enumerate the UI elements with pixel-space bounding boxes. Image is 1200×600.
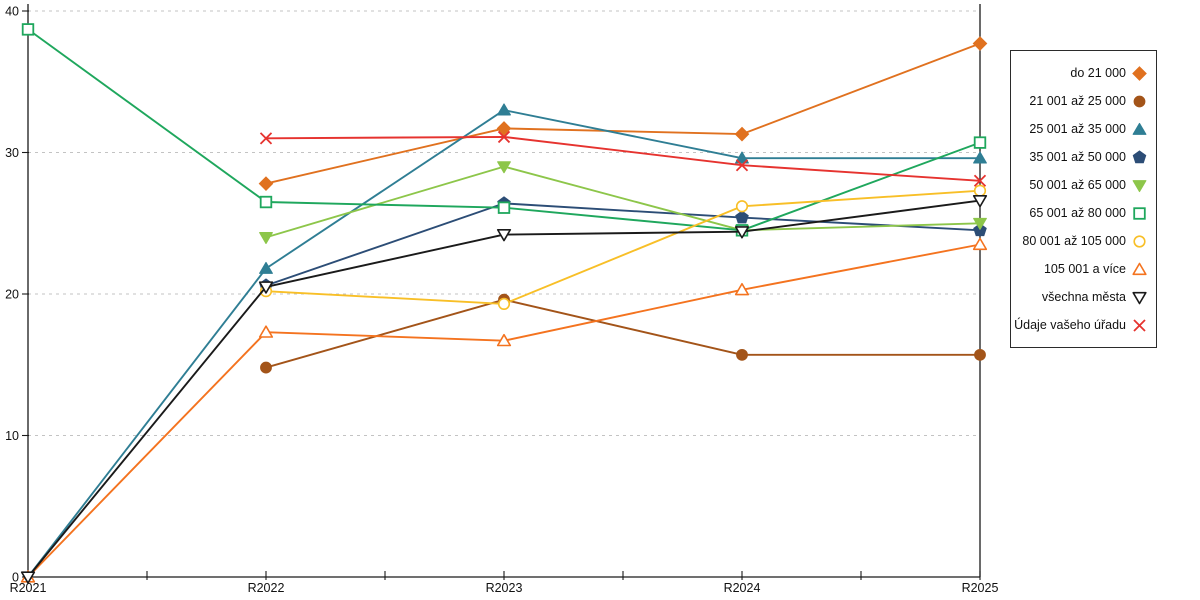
series-0	[258, 36, 988, 191]
legend-item-6: 80 001 až 105 000	[1017, 234, 1148, 249]
legend-label: 50 001 až 65 000	[1029, 177, 1126, 192]
series-line	[265, 202, 981, 287]
y-tick-label: 10	[5, 429, 19, 443]
x-marker-icon	[1133, 318, 1146, 332]
series-line	[265, 189, 981, 305]
x-tick-label: R2022	[248, 581, 285, 595]
legend-item-2: 25 001 až 35 000	[1017, 122, 1148, 137]
circle-marker-icon	[1133, 234, 1146, 248]
y-tick-label: 0	[12, 571, 19, 585]
series-3	[259, 196, 987, 292]
legend-label: všechna města	[1041, 289, 1126, 304]
series-7	[20, 237, 988, 583]
legend-item-5: 65 001 až 80 000	[1017, 206, 1148, 221]
y-tick-label: 30	[5, 146, 19, 160]
legend-label: 35 001 až 50 000	[1029, 149, 1126, 164]
legend-label: 25 001 až 35 000	[1029, 121, 1126, 136]
triangle-down-marker-icon	[1132, 179, 1147, 192]
series-9	[259, 130, 987, 187]
legend-item-8: všechna města	[1017, 290, 1148, 305]
x-tick-label: R2021	[10, 581, 47, 595]
legend-item-1: 21 001 až 25 000	[1017, 94, 1148, 109]
legend-label: do 21 000	[1070, 65, 1126, 80]
legend-label: 80 001 až 105 000	[1022, 233, 1126, 248]
legend-label: 65 001 až 80 000	[1029, 205, 1126, 220]
x-tick-label: R2023	[486, 581, 523, 595]
diamond-marker-icon	[1132, 65, 1147, 81]
square-marker-icon	[1133, 206, 1146, 220]
triangle-up-marker-icon	[1132, 262, 1147, 275]
legend-label: 21 001 až 25 000	[1029, 93, 1126, 108]
legend-item-0: do 21 000	[1017, 65, 1148, 81]
legend-label: Údaje vašeho úřadu	[1014, 317, 1126, 332]
triangle-down-marker-icon	[1132, 291, 1147, 304]
circle-marker-icon	[1133, 95, 1146, 107]
triangle-up-marker-icon	[1132, 122, 1147, 135]
x-tick-label: R2025	[962, 581, 999, 595]
legend-item-3: 35 001 až 50 000	[1017, 149, 1148, 165]
legend-item-7: 105 001 a více	[1017, 262, 1148, 277]
series-line	[265, 298, 980, 369]
series-8	[20, 195, 988, 584]
y-tick-label: 20	[5, 288, 19, 302]
legend-item-9: Údaje vašeho úřadu	[1014, 317, 1148, 333]
series-line	[27, 199, 981, 578]
series-1	[260, 293, 986, 374]
x-tick-label: R2024	[724, 581, 761, 595]
pentagon-marker-icon	[1132, 149, 1147, 163]
legend-label: 105 001 a více	[1043, 261, 1126, 276]
legend-item-4: 50 001 až 65 000	[1017, 178, 1148, 193]
y-tick-label: 40	[5, 5, 19, 19]
series-line	[265, 135, 981, 182]
series-line	[265, 42, 981, 185]
chart-legend: do 21 000 21 001 až 25 000 25 001 až 35 00…	[1010, 50, 1157, 348]
series-line	[265, 165, 981, 239]
axes: 0 10 20 30 40 R2021 R2022 R2023 R2024 R2025	[5, 4, 998, 595]
